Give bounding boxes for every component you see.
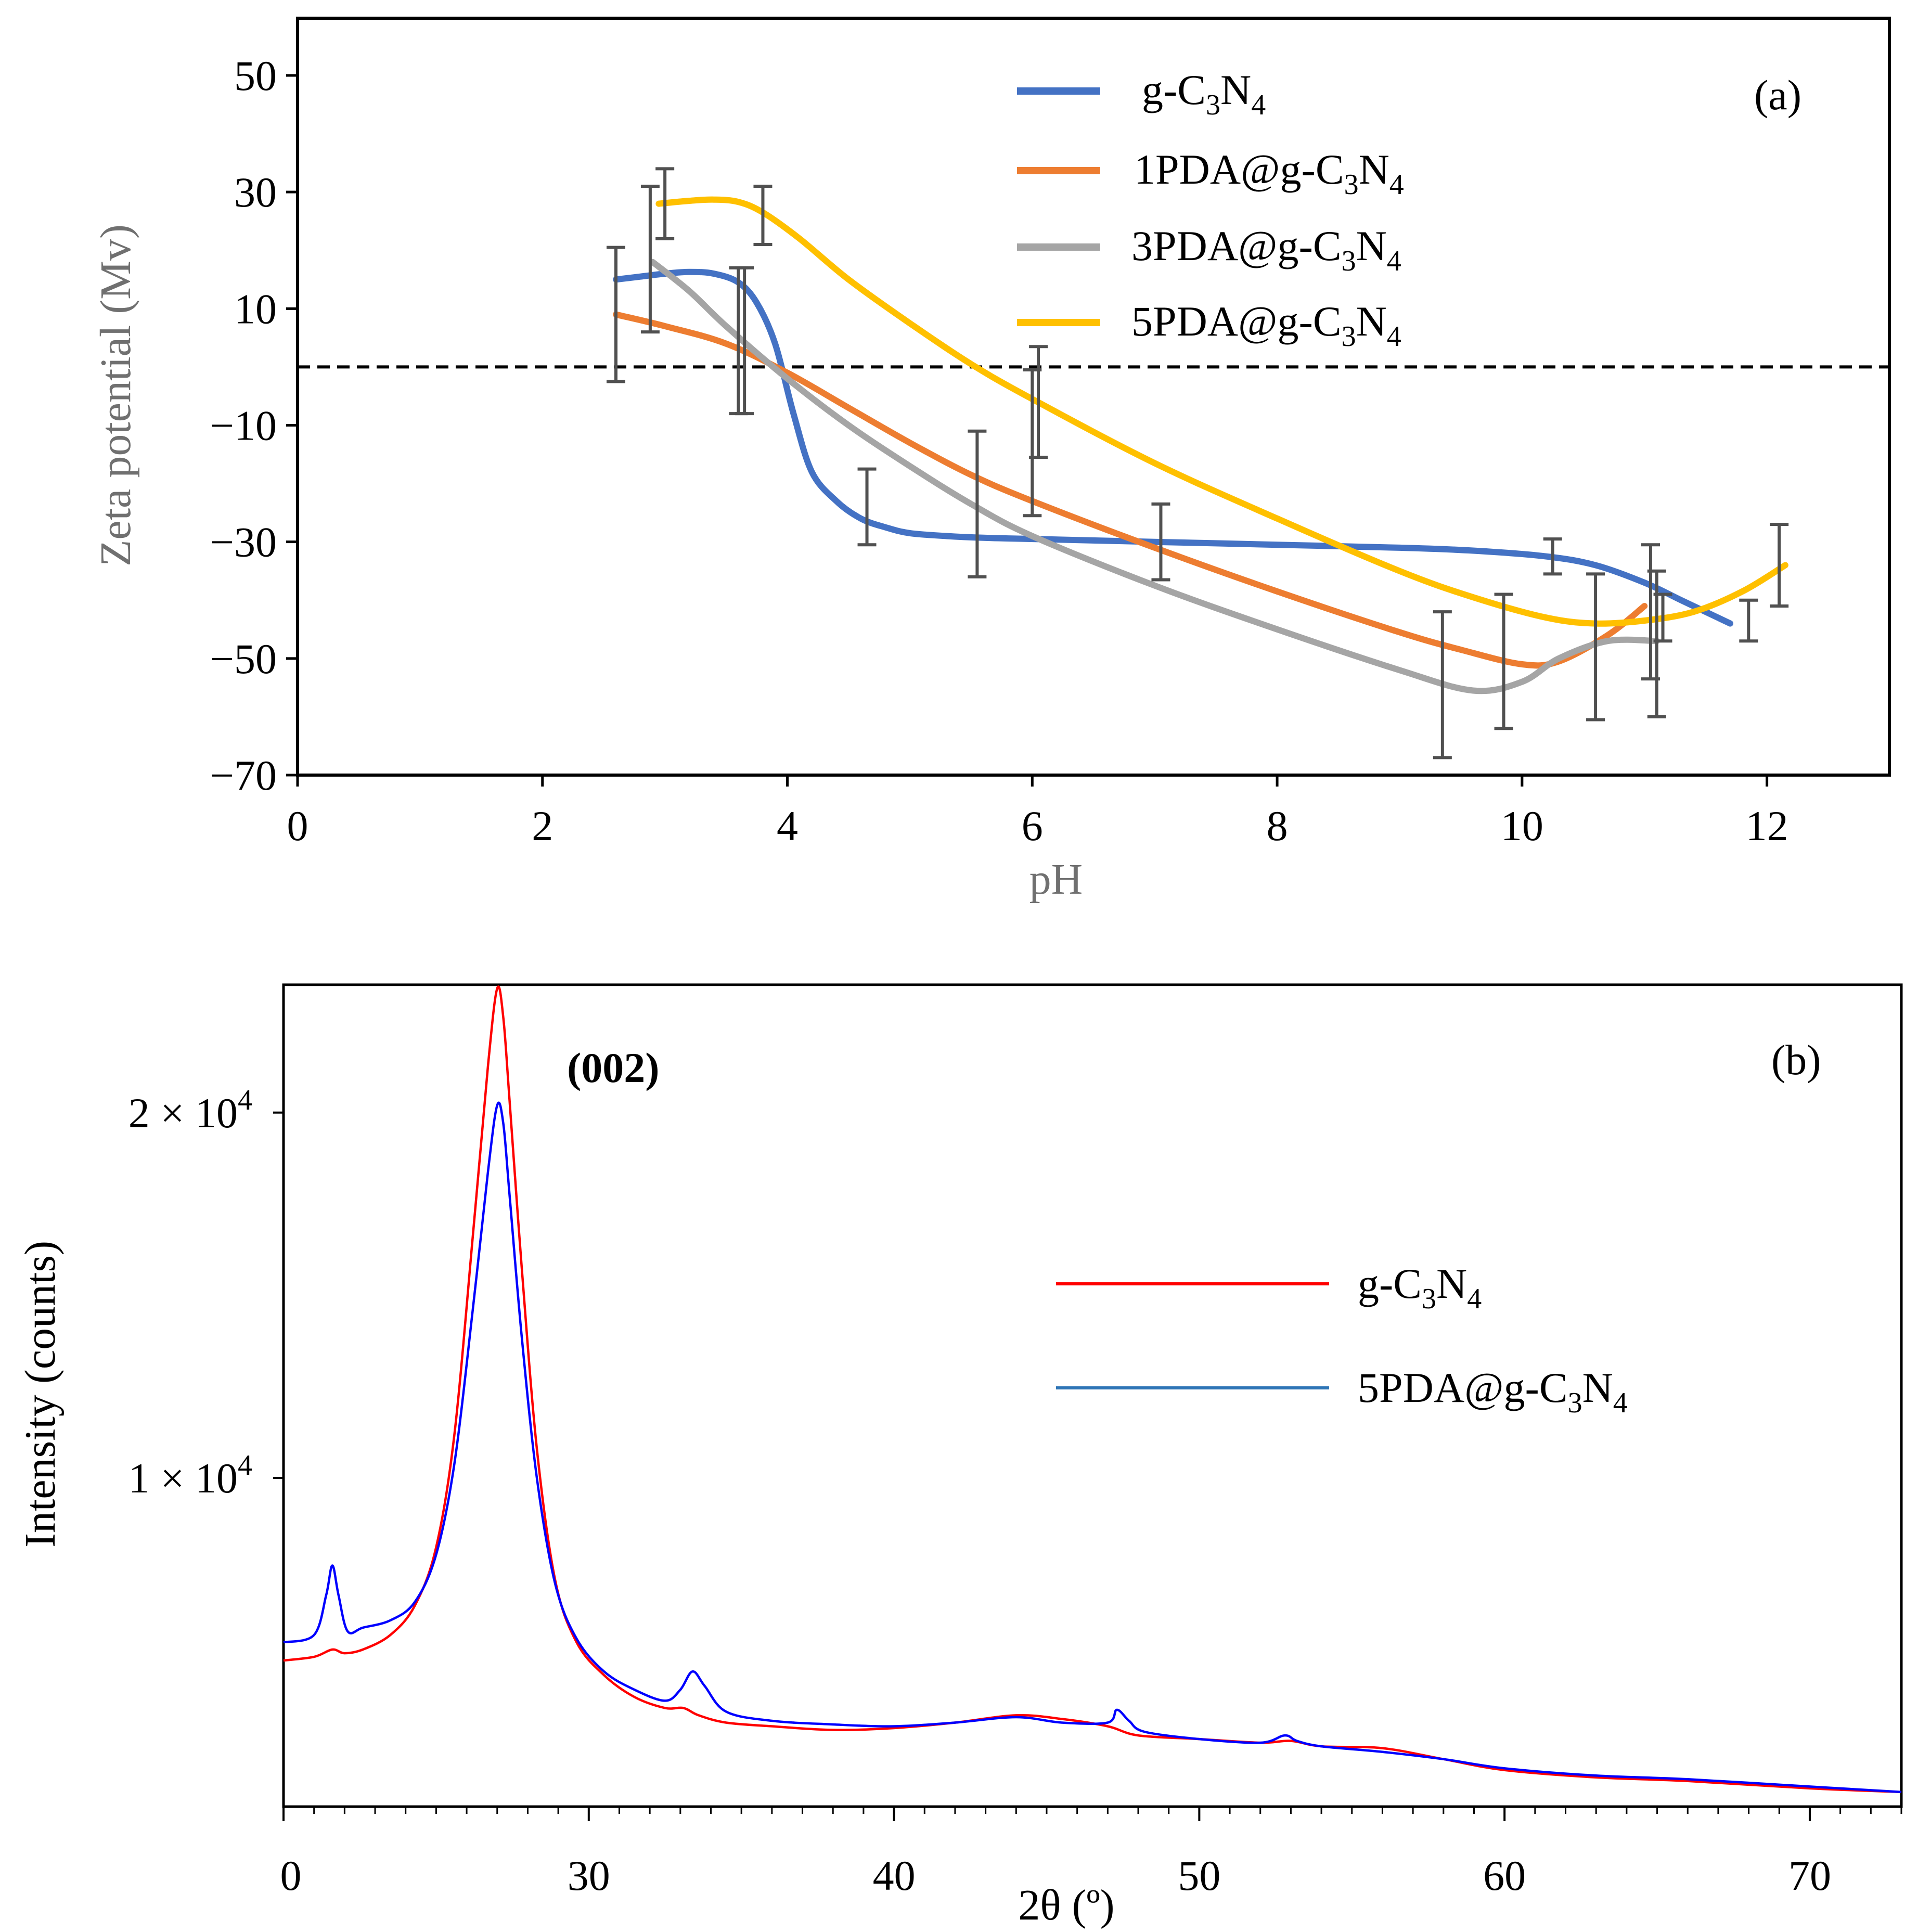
panel-b: 0 30 40 50 60 70 1 × 104 2 × 104 (002) (b) g-C… xyxy=(16,983,1903,1929)
error-bar xyxy=(1543,537,1562,576)
error-bar xyxy=(1151,502,1170,582)
y-tick-label: 2 × 104 xyxy=(128,1084,252,1137)
panel-a-series xyxy=(613,196,1788,694)
legend-label-5pda-xrd: 5PDA@g-C3N4 xyxy=(1358,1364,1628,1419)
x-tick-label: 6 xyxy=(1022,802,1043,849)
panel-a-label: (a) xyxy=(1754,71,1801,119)
panel-a-y-axis-label: Zeta potential (Mv) xyxy=(92,224,140,566)
x-tick-label: 10 xyxy=(1501,802,1543,849)
x-tick-label: 4 xyxy=(777,802,798,849)
error-bar xyxy=(857,467,877,547)
x-tick-label: 60 xyxy=(1483,1852,1526,1899)
error-bar xyxy=(1023,368,1042,518)
y-tick-label: −10 xyxy=(210,402,277,449)
legend-label-3pda: 3PDA@g-C3N4 xyxy=(1131,222,1401,277)
error-bar xyxy=(1647,569,1666,718)
error-bar xyxy=(1739,598,1758,643)
legend-label-g-c3n4: g-C3N4 xyxy=(1142,66,1266,121)
series-line-3pda-g-c3n4 xyxy=(649,259,1660,694)
panel-a-x-axis-label: pH xyxy=(1029,855,1083,904)
series-line-5pda-g-c3n4 xyxy=(655,196,1788,627)
error-bar xyxy=(1770,523,1789,608)
legend-label-5pda: 5PDA@g-C3N4 xyxy=(1131,298,1401,353)
y-tick-label: 50 xyxy=(234,52,277,99)
panel-a-x-ticks: 0 2 4 6 8 10 12 xyxy=(287,775,1788,849)
panel-b-label: (b) xyxy=(1771,1036,1821,1084)
panel-b-x-axis-label: 2θ (º) xyxy=(1018,1881,1114,1929)
x-tick-label: 40 xyxy=(873,1852,916,1899)
error-bar xyxy=(1433,610,1452,759)
error-bar xyxy=(607,246,625,383)
error-bar xyxy=(753,184,773,247)
error-bar xyxy=(968,429,987,578)
panel-b-minor-ticks xyxy=(313,1807,1902,1814)
panel-b-y-axis-label: Intensity (counts) xyxy=(16,1241,65,1548)
error-bar xyxy=(1586,572,1605,722)
x-tick-label: 0 xyxy=(287,802,308,849)
panel-a: 50 30 10 −10 −30 −50 −70 0 2 4 6 8 10 12 g-C3N4 1PDA… xyxy=(92,17,1891,904)
panel-b-series xyxy=(283,985,1902,1794)
x-tick-label: 8 xyxy=(1267,802,1288,849)
error-bar xyxy=(640,184,660,334)
xrd-line-g-c3n4 xyxy=(283,985,1902,1794)
panel-a-legend: g-C3N4 1PDA@g-C3N4 3PDA@g-C3N4 5PDA@g-C3… xyxy=(1017,66,1404,353)
y-tick-label: −70 xyxy=(210,752,277,799)
xrd-line-5pda-g-c3n4 xyxy=(283,1101,1902,1794)
x-tick-label: 12 xyxy=(1746,802,1788,849)
panel-b-frame xyxy=(282,983,1903,1808)
y-tick-label: −30 xyxy=(210,519,277,566)
panel-a-frame xyxy=(296,17,1891,777)
legend-label-1pda: 1PDA@g-C3N4 xyxy=(1134,146,1404,201)
error-bar xyxy=(655,167,675,240)
panel-a-y-ticks: 50 30 10 −10 −30 −50 −70 xyxy=(210,52,298,799)
panel-b-y-ticks: 1 × 104 2 × 104 xyxy=(128,1084,284,1502)
x-tick-label: 50 xyxy=(1178,1852,1220,1899)
y-tick-label: 10 xyxy=(234,285,277,332)
error-bar xyxy=(729,266,748,416)
panel-a-error-bars xyxy=(607,167,1789,759)
x-tick-label: 0 xyxy=(280,1852,302,1899)
legend-label-g-c3n4-xrd: g-C3N4 xyxy=(1358,1260,1482,1315)
error-bar xyxy=(1494,593,1513,730)
y-tick-label: 30 xyxy=(234,169,277,216)
panel-b-x-ticks: 0 30 40 50 60 70 xyxy=(280,1807,1831,1899)
x-tick-label: 2 xyxy=(532,802,553,849)
x-tick-label: 30 xyxy=(568,1852,610,1899)
y-tick-label: −50 xyxy=(210,635,277,682)
y-tick-label: 1 × 104 xyxy=(128,1449,252,1502)
peak-annotation-002: (002) xyxy=(567,1044,660,1091)
panel-b-legend: g-C3N4 5PDA@g-C3N4 xyxy=(1056,1260,1628,1419)
x-tick-label: 70 xyxy=(1788,1852,1831,1899)
